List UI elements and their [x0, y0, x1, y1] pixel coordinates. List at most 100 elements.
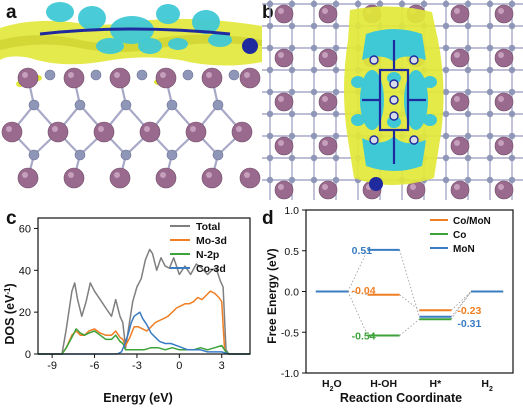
energy-data-label: 0.51	[352, 245, 373, 257]
free-energy-y-tick-label: 1.0	[284, 205, 299, 217]
n-atom	[266, 44, 274, 52]
n-atom	[486, 154, 494, 162]
free-energy-y-tick-label: -0.5	[281, 327, 299, 339]
dos-series-co-3d	[38, 311, 250, 355]
charge-depletion	[423, 76, 437, 88]
dos-y-tick-label: 20	[19, 307, 31, 319]
free-energy-x-axis-label: Reaction Coordinate	[340, 391, 462, 405]
mo-atom-highlight	[278, 184, 284, 190]
mo-atom-highlight	[22, 172, 28, 178]
panel-label-d: d	[262, 208, 274, 229]
n-atom	[120, 149, 132, 161]
mo-atom	[318, 136, 338, 156]
mo-atom-highlight	[6, 126, 12, 132]
n-atom	[288, 88, 296, 96]
mo-atom	[17, 167, 39, 189]
mo-atom	[318, 180, 338, 200]
mo-atom-highlight	[454, 52, 460, 58]
structure-top-view-image	[262, 0, 523, 200]
structure-side-view	[0, 0, 262, 200]
charge-depletion	[423, 114, 437, 126]
mo-atom-highlight	[498, 96, 504, 102]
free-energy-legend-label: Co/MoN	[453, 216, 491, 227]
mo-atom-highlight	[160, 172, 166, 178]
mo-atom-highlight	[190, 126, 196, 132]
n-atom	[310, 88, 318, 96]
n-atom	[310, 154, 318, 162]
mo-atom-highlight	[454, 184, 460, 190]
mo-atom-highlight	[322, 8, 328, 14]
mo-atom-highlight	[410, 184, 416, 190]
n-atom	[90, 69, 102, 81]
n-atom	[332, 44, 340, 52]
n-atom	[136, 69, 148, 81]
tick-main: H	[481, 378, 489, 390]
n-atom	[464, 154, 472, 162]
mo-atom-highlight	[236, 126, 242, 132]
mo-atom-highlight	[68, 172, 74, 178]
mo-atom	[17, 67, 39, 89]
co-atom-ring	[409, 55, 419, 65]
energy-data-label: -0.04	[352, 285, 376, 297]
mo-atom	[318, 92, 338, 112]
n-atom	[310, 66, 318, 74]
n-atom	[310, 110, 318, 118]
dos-y-axis-label: DOS (eV-1)	[3, 283, 18, 344]
dos-y-axis-label-main: DOS (eV	[3, 294, 17, 345]
free-energy-y-axis-label: Free Energy (eV)	[265, 248, 279, 343]
n-atom	[442, 110, 450, 118]
mo-atom	[450, 136, 470, 156]
tick-main: H-OH	[370, 378, 397, 390]
n-atom	[486, 22, 494, 30]
n-atom	[266, 176, 274, 184]
mo-atom-highlight	[322, 96, 328, 102]
n-atom	[266, 88, 274, 96]
n-atom	[288, 44, 296, 52]
mo-atom	[494, 4, 514, 24]
n-atom	[266, 0, 274, 8]
mo-atom-highlight	[98, 126, 104, 132]
dos-y-tick-label: 40	[19, 265, 31, 277]
charge-depletion	[192, 10, 220, 34]
n-atom	[228, 69, 240, 81]
mo-atom-highlight	[498, 184, 504, 190]
free-energy-legend-label: Co	[453, 230, 466, 241]
n-atom	[508, 44, 516, 52]
n-atom	[332, 154, 340, 162]
energy-connector	[399, 294, 420, 311]
mo-atom-highlight	[278, 52, 284, 58]
charge-depletion	[208, 33, 232, 47]
dos-x-tick-label: -6	[90, 360, 100, 372]
co-atom-ring	[369, 135, 379, 145]
free-energy-legend-label: MoN	[453, 244, 475, 255]
dos-chart: -9 -6 -3 0 3 0 20 40 60 Total Mo-3d N-2p Co-3d Ener…	[0, 200, 262, 409]
co-atom-ring	[409, 135, 419, 145]
mo-atom	[239, 67, 261, 89]
mo-atom	[63, 67, 85, 89]
n-atom	[442, 22, 450, 30]
dos-x-axis-label: Energy (eV)	[103, 391, 172, 405]
mo-atom	[494, 180, 514, 200]
mo-atom-highlight	[206, 172, 212, 178]
energy-connector	[347, 291, 368, 336]
mo-atom	[93, 121, 115, 143]
free-energy-x-tick-label: H*	[430, 378, 443, 390]
mo-atom	[274, 48, 294, 68]
n-atom	[266, 154, 274, 162]
free-energy-chart: -1.0 -0.5 0.0 0.5 1.0 H2O H-OH H* H2 0.51 -0.04 -0…	[262, 200, 523, 409]
n-atom	[420, 0, 428, 8]
mo-atom-highlight	[454, 140, 460, 146]
tick-rest: O	[334, 378, 342, 390]
mo-atom	[201, 67, 223, 89]
mo-atom	[274, 180, 294, 200]
n-atom	[442, 44, 450, 52]
mo-atom-highlight	[144, 126, 150, 132]
dos-y-tick-label: 0	[25, 349, 31, 361]
n-atom	[486, 0, 494, 8]
n-atom	[332, 66, 340, 74]
charge-depletion	[78, 6, 106, 30]
tick-sub: 2	[330, 386, 334, 393]
charge-depletion	[96, 38, 124, 54]
mo-atom-highlight	[114, 72, 120, 78]
n-atom	[182, 69, 194, 81]
